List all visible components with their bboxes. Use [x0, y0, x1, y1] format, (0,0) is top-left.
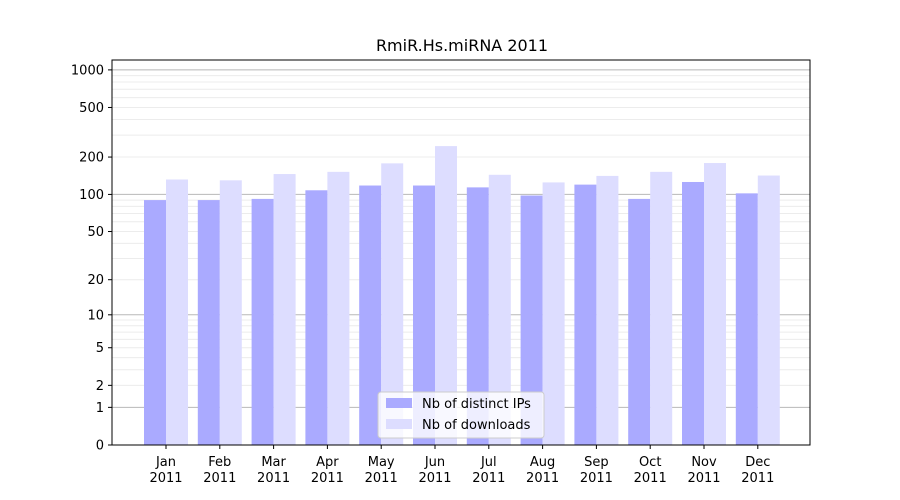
bar-downloads-feb	[219, 180, 242, 445]
legend-box	[377, 391, 545, 439]
legend-swatch-downloads	[386, 419, 412, 429]
y-tick-label: 1	[96, 401, 104, 416]
y-tick-label: 50	[87, 225, 104, 240]
legend-swatch-distinct-ips	[386, 398, 412, 408]
x-tick-label: May 2011	[365, 455, 398, 486]
y-axis: 0 1 2 5 10 20 50 100 200 500 1000	[71, 63, 112, 454]
bar-distinct-ips-feb	[197, 200, 220, 445]
y-tick-label: 100	[79, 188, 104, 203]
x-tick-label: Jan 2011	[149, 455, 182, 486]
legend: Nb of distinct IPs Nb of downloads	[377, 391, 545, 439]
bar-downloads-apr	[327, 171, 350, 445]
y-tick-label: 10	[87, 308, 104, 323]
y-tick-label: 1000	[71, 63, 104, 78]
y-tick-label: 500	[79, 101, 104, 116]
bar-distinct-ips-nov	[682, 181, 704, 445]
x-tick-label: Feb 2011	[203, 455, 236, 486]
y-tick-label: 2	[96, 379, 104, 394]
bar-downloads-may	[381, 163, 404, 446]
x-tick-label: Jun 2011	[418, 455, 451, 486]
y-tick-label: 5	[96, 341, 104, 356]
bar-distinct-ips-may	[359, 185, 382, 445]
x-tick-label: Nov 2011	[687, 455, 720, 486]
bar-distinct-ips-dec	[735, 193, 758, 445]
bar-distinct-ips-mar	[251, 198, 274, 445]
bar-downloads-sep	[596, 175, 619, 446]
x-tick-label: Mar 2011	[257, 455, 290, 486]
x-tick-label: Sep 2011	[580, 455, 613, 486]
bar-distinct-ips-jan	[144, 200, 166, 445]
bar-downloads-dec	[757, 175, 780, 445]
x-tick-label: Aug 2011	[526, 455, 559, 486]
chart-title: RmiR.Hs.miRNA 2011	[376, 36, 548, 55]
x-tick-label: Oct 2011	[634, 455, 667, 486]
legend-label-downloads: Nb of downloads	[422, 418, 531, 433]
bar-downloads-aug	[542, 182, 565, 445]
bar-distinct-ips-jun	[413, 185, 435, 445]
bar-distinct-ips-aug	[520, 195, 543, 445]
bar-distinct-ips-sep	[574, 184, 597, 445]
y-tick-label: 200	[79, 151, 104, 166]
bar-downloads-nov	[704, 163, 726, 445]
x-tick-label: Jul 2011	[472, 455, 505, 486]
bar-distinct-ips-apr	[305, 190, 328, 445]
plot-frame	[111, 59, 811, 446]
y-tick-label: 0	[96, 439, 104, 454]
bar-downloads-jun	[435, 146, 457, 446]
x-tick-label: Apr 2011	[311, 455, 344, 486]
bar-downloads-jan	[166, 179, 188, 446]
bar-distinct-ips-oct	[628, 198, 651, 445]
legend-label-distinct-ips: Nb of distinct IPs	[422, 397, 531, 412]
x-tick-label: Dec 2011	[741, 455, 774, 486]
x-axis: Jan 2011 Feb 2011 Mar 2011 Apr 2011 May 2011 Jun 20…	[149, 445, 774, 486]
y-tick-label: 20	[87, 273, 104, 288]
bar-downloads-jul	[488, 174, 511, 445]
bar-downloads-oct	[650, 171, 673, 445]
bars	[144, 146, 780, 446]
bar-distinct-ips-jul	[466, 187, 489, 445]
bar-downloads-mar	[273, 174, 296, 445]
